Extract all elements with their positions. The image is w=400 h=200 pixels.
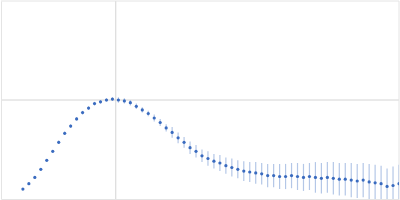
axis-line [2,199,400,200]
point [320,177,323,180]
point [302,176,305,179]
x-axis [2,199,400,200]
point [326,176,329,179]
point [350,179,353,182]
point [135,105,138,108]
point [218,161,221,164]
point [27,182,30,185]
point [21,188,24,191]
point [314,176,317,179]
point [87,107,90,110]
point [159,121,162,124]
point [123,99,126,102]
error-bar [398,165,399,199]
error-bar [112,97,113,101]
frame [1,1,399,2]
error-bar [94,102,95,106]
point [129,101,132,104]
error-bar [76,117,77,121]
point [356,179,359,182]
point [290,174,293,177]
plot [1,1,400,200]
point [397,182,399,185]
point [344,178,347,181]
point [182,141,185,144]
error-bar [118,97,119,102]
point [224,164,227,167]
point [272,174,275,177]
error-bar [392,167,393,199]
point [200,154,203,157]
point [153,116,156,119]
point [385,185,388,188]
point [278,175,281,178]
grid-line-y [1,100,399,101]
point [141,108,144,111]
chart [0,0,400,200]
point [165,126,168,129]
point [57,141,60,144]
point [63,132,66,135]
point [230,166,233,169]
error-bar [70,124,71,128]
point [308,175,311,178]
point [266,174,269,177]
point [147,112,150,115]
error-bar [64,132,65,136]
y-axis [1,2,3,200]
point [332,177,335,180]
point [99,100,102,103]
point [117,98,120,101]
point [254,171,257,174]
point [93,102,96,105]
point [177,136,180,139]
point [171,131,174,134]
point [379,182,382,185]
point [33,176,36,179]
point [105,98,108,101]
point [206,157,209,160]
point [284,175,287,178]
point [236,168,239,171]
point [188,146,191,149]
point [260,172,263,175]
point [212,160,215,163]
error-bar [124,98,125,103]
point [39,168,42,171]
point [45,159,48,162]
point [75,117,78,120]
point [391,184,394,187]
error-bar [386,168,387,199]
error-bar [82,111,83,115]
axis-line [1,2,2,200]
marks [21,97,399,199]
error-bar [106,98,107,102]
point [368,180,371,183]
point [111,98,114,101]
point [242,170,245,173]
point [194,150,197,153]
point [248,170,251,173]
point [338,178,341,181]
point [296,175,299,178]
error-bar [100,100,101,104]
point [51,150,54,153]
point [81,111,84,114]
point [374,181,377,184]
error-bar [88,106,89,110]
point [362,179,365,182]
point [69,125,72,128]
